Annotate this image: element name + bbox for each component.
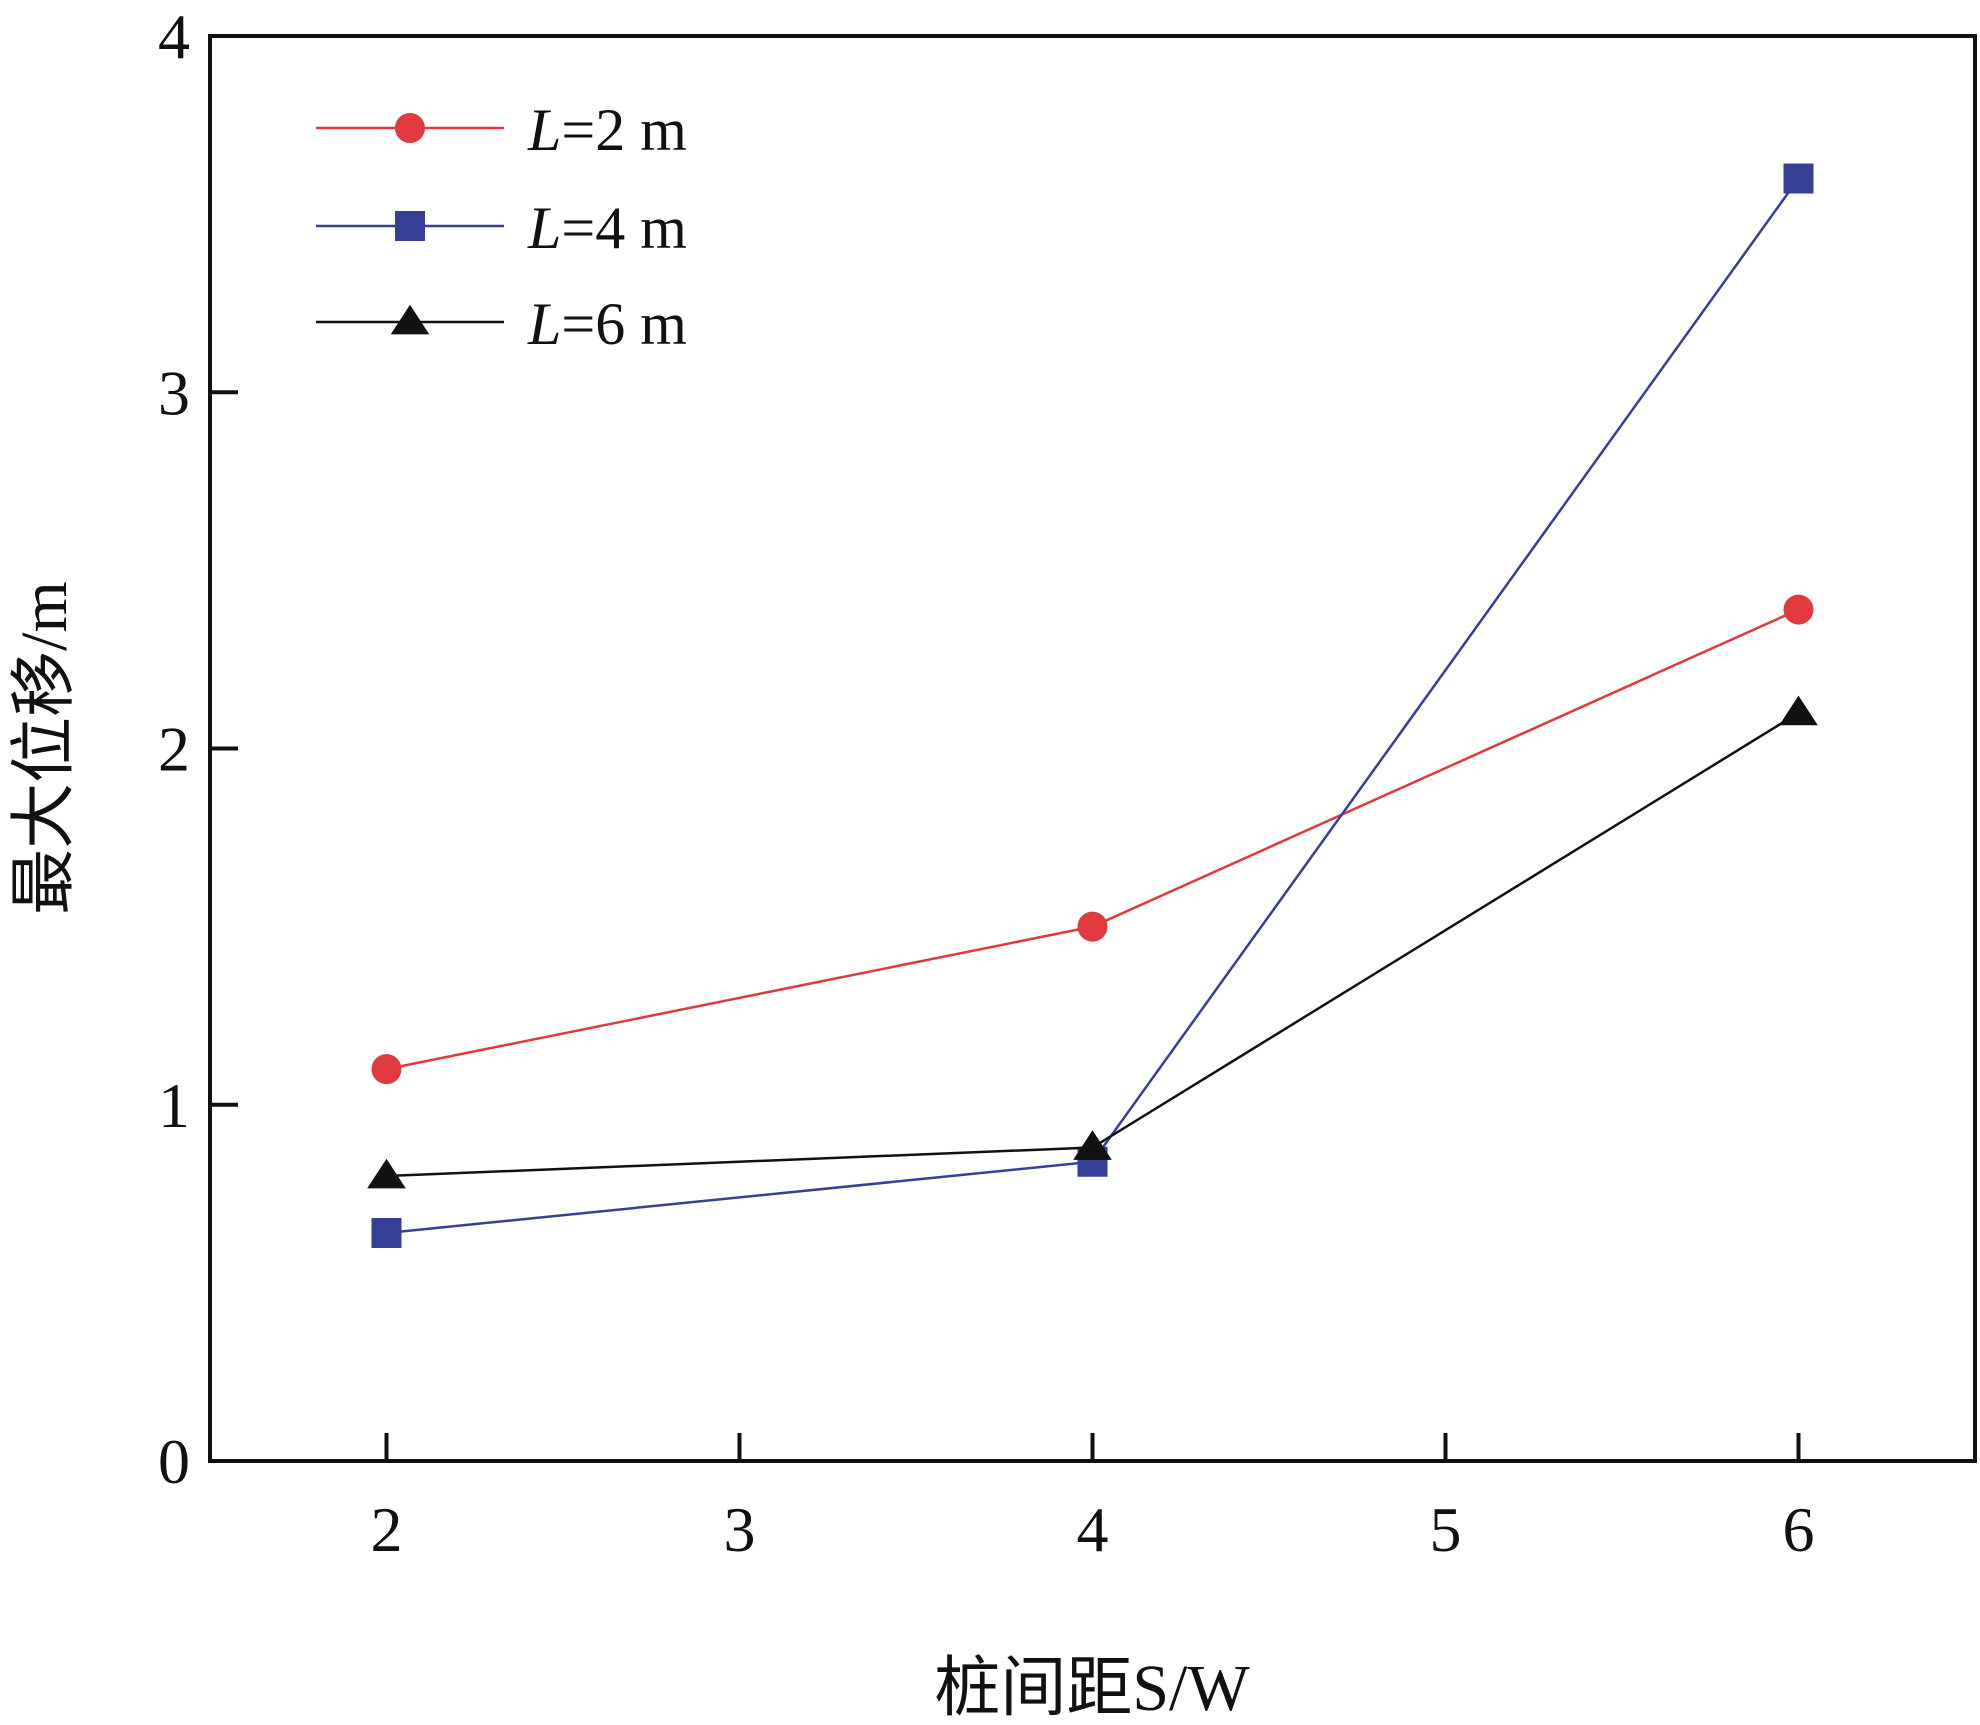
legend-item: L=4 m <box>316 195 687 261</box>
data-point-square <box>1783 163 1814 194</box>
y-axis-title: 最大位移/m <box>8 581 81 915</box>
data-point-square <box>371 1218 402 1248</box>
series-triangle <box>367 695 1818 1189</box>
y-tick-label: 3 <box>158 357 190 428</box>
series-line <box>386 608 1800 1071</box>
data-point-triangle <box>367 1158 406 1189</box>
legend-label-variable: L <box>527 97 561 163</box>
legend-label-value: =2 m <box>561 97 687 163</box>
x-tick-label: 2 <box>371 1494 403 1565</box>
legend-item: L=6 m <box>316 291 687 357</box>
legend-label-value: =4 m <box>561 195 687 261</box>
legend-label-variable: L <box>527 291 561 357</box>
legend-item: L=2 m <box>316 97 687 163</box>
series-circle <box>371 594 1814 1085</box>
data-point-triangle <box>1779 695 1818 726</box>
legend-label: L=6 m <box>527 291 687 357</box>
x-tick-label: 4 <box>1077 1494 1109 1565</box>
y-tick-label: 0 <box>158 1426 190 1497</box>
x-tick-label: 5 <box>1430 1494 1462 1565</box>
x-tick-label: 6 <box>1783 1494 1815 1565</box>
y-tick-label: 1 <box>158 1070 190 1141</box>
data-point-circle <box>1783 594 1814 625</box>
x-tick-label: 3 <box>724 1494 756 1565</box>
x-axis-title: 桩间距S/W <box>934 1652 1250 1720</box>
series-line <box>386 711 1800 1178</box>
series-group <box>367 163 1818 1248</box>
legend-marker <box>390 304 430 335</box>
y-tick-label: 2 <box>158 714 190 785</box>
legend-label: L=2 m <box>527 97 687 163</box>
data-point-circle <box>371 1054 402 1085</box>
data-point-circle <box>1077 911 1108 942</box>
plot-frame <box>208 34 1977 1463</box>
legend-label: L=4 m <box>527 195 687 261</box>
axis-ticks: 2 3 4 5 6 0 1 2 3 4 <box>158 1 1815 1565</box>
legend-marker <box>395 211 425 241</box>
y-tick-label: 4 <box>158 1 190 72</box>
data-point-triangle <box>1073 1130 1112 1160</box>
legend: L=2 mL=4 mL=6 m <box>316 97 687 357</box>
legend-label-value: =6 m <box>561 291 687 357</box>
legend-marker <box>395 113 425 143</box>
legend-label-variable: L <box>527 195 561 261</box>
